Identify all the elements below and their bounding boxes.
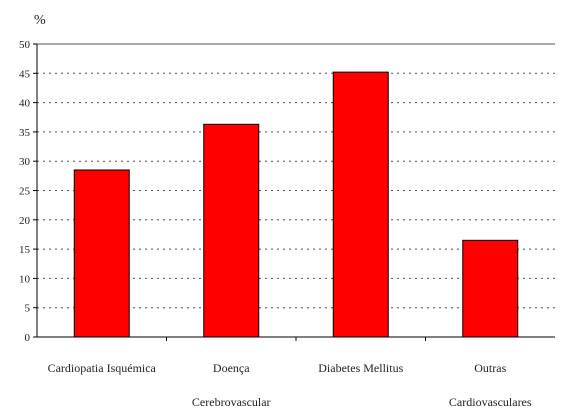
x-category-labels: Cardiopatia Isquémica Doença Cerebrovascul…: [48, 361, 532, 409]
y-tick-label: 50: [19, 39, 31, 51]
x-category-label: Outras: [474, 361, 506, 375]
x-category-label: Cardiopatia Isquémica: [48, 361, 157, 375]
y-tick-label: 30: [19, 156, 31, 168]
bar: [462, 239, 519, 338]
y-tick-label: 0: [25, 332, 31, 344]
bars: [73, 71, 519, 338]
y-tick-label: 5: [25, 303, 31, 315]
y-tick-label: 40: [19, 98, 31, 110]
gridlines: [37, 72, 555, 309]
bar: [73, 169, 130, 338]
y-tick-label: 15: [19, 244, 31, 256]
x-category-label: Diabetes Mellitus: [318, 361, 403, 375]
x-category-label: Cerebrovascular: [192, 395, 271, 409]
y-axis-unit-label: %: [34, 13, 46, 28]
axes: [33, 43, 555, 341]
y-tick-label: 25: [19, 186, 31, 198]
x-category-label: Cardiovasculares: [449, 395, 532, 409]
bar: [332, 71, 389, 338]
bar: [203, 123, 260, 338]
x-category-label: Doença: [213, 361, 250, 375]
y-tick-label: 35: [19, 127, 31, 139]
y-tick-label: 45: [19, 68, 31, 80]
y-tick-label: 10: [19, 273, 31, 285]
y-tick-labels: 0 5 10 15 20 25 30 35 40 45 50: [19, 39, 31, 344]
y-tick-label: 20: [19, 215, 31, 227]
